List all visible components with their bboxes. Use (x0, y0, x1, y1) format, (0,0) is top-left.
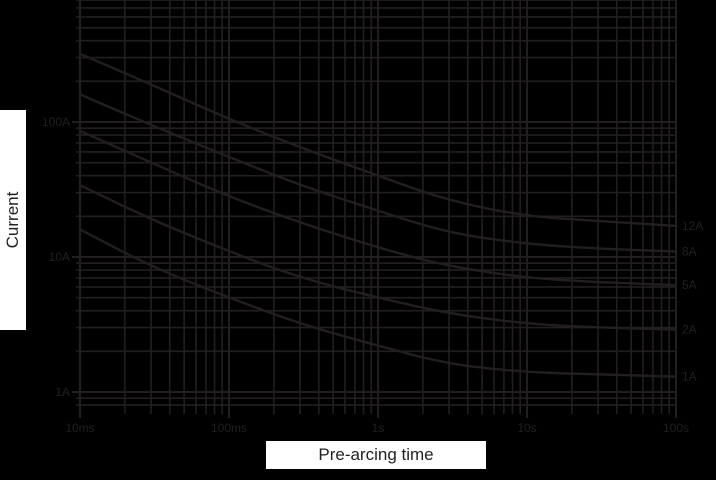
x-axis-label: Pre-arcing time (318, 445, 434, 464)
x-tick-label: 100ms (211, 421, 247, 435)
x-tick-label: 100s (663, 421, 689, 435)
y-axis-label: Current (3, 191, 22, 249)
curve-2a (79, 184, 677, 331)
y-tick-label: 10A (49, 250, 70, 264)
y-axis-ticks: 1A 10A 100A (42, 115, 70, 399)
series-label-8a: 8A (682, 244, 697, 258)
series-label-2a: 2A (682, 323, 697, 337)
x-axis-label-box: Pre-arcing time (266, 441, 486, 469)
curve-12a (79, 52, 677, 228)
curve-1a (79, 228, 677, 378)
series-label-1a: 1A (682, 370, 697, 384)
series-labels: 12A 8A 5A 2A 1A (682, 219, 703, 384)
y-axis-label-box: Current (0, 110, 26, 330)
series-label-5a: 5A (682, 278, 697, 292)
curve-5a (79, 129, 677, 287)
y-tick-label: 1A (55, 385, 70, 399)
fuse-curves (79, 52, 677, 378)
series-label-12a: 12A (682, 219, 703, 233)
x-tick-label: 10ms (65, 421, 94, 435)
x-tick-label: 1s (372, 421, 385, 435)
grid-lines (72, 0, 677, 418)
y-tick-label: 100A (42, 115, 70, 129)
x-axis-ticks: 10ms 100ms 1s 10s 100s (65, 421, 689, 435)
fuse-time-current-chart: 10ms 100ms 1s 10s 100s 1A 10A 100A 12A 8A 5A 2A 1A (42, 0, 703, 435)
curve-8a (79, 93, 677, 253)
x-tick-label: 10s (517, 421, 536, 435)
